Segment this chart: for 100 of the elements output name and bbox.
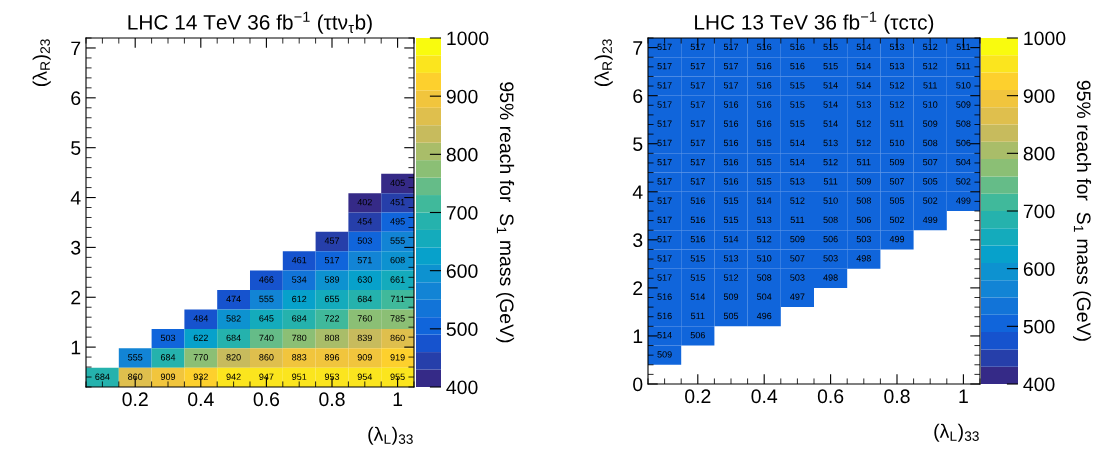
data-label: 504 bbox=[757, 293, 772, 300]
data-label: 516 bbox=[757, 43, 772, 51]
data-label: 512 bbox=[757, 235, 772, 243]
data-label: 839 bbox=[357, 334, 372, 342]
data-label: 515 bbox=[823, 43, 838, 51]
data-label: 503 bbox=[823, 255, 838, 262]
data-label: 474 bbox=[226, 295, 241, 303]
data-label: 951 bbox=[292, 373, 307, 380]
data-label: 684 bbox=[226, 334, 241, 342]
data-label: 510 bbox=[823, 197, 838, 204]
y-tick-label: 4 bbox=[70, 191, 81, 205]
data-label: 511 bbox=[923, 82, 937, 89]
data-label: 509 bbox=[723, 293, 739, 300]
data-label: 499 bbox=[922, 216, 938, 224]
data-label: 517 bbox=[690, 82, 705, 89]
data-label: 405 bbox=[390, 179, 405, 187]
data-label: 517 bbox=[657, 62, 672, 70]
data-label: 451 bbox=[390, 199, 405, 206]
data-label: 515 bbox=[757, 139, 772, 147]
data-label: 515 bbox=[757, 178, 772, 185]
data-label: 517 bbox=[690, 120, 705, 127]
data-label: 516 bbox=[657, 293, 672, 300]
data-label: 517 bbox=[657, 139, 672, 147]
data-label: 512 bbox=[856, 139, 871, 147]
data-label: 506 bbox=[690, 331, 705, 339]
data-label: 484 bbox=[193, 315, 209, 322]
y-tick-label: 4 bbox=[632, 185, 643, 199]
data-label: 515 bbox=[723, 216, 739, 224]
data-label: 515 bbox=[790, 82, 805, 89]
data-label: 508 bbox=[757, 274, 772, 281]
data-label: 515 bbox=[723, 197, 739, 204]
data-label: 860 bbox=[128, 373, 143, 380]
data-label: 457 bbox=[324, 237, 340, 244]
data-label: 517 bbox=[690, 43, 705, 51]
data-label: 511 bbox=[956, 43, 971, 51]
data-label: 515 bbox=[690, 255, 705, 262]
data-label: 508 bbox=[856, 197, 871, 204]
data-label: 517 bbox=[657, 82, 672, 89]
data-label: 504 bbox=[956, 158, 971, 166]
data-label: 516 bbox=[723, 101, 739, 108]
y-tick-label: 6 bbox=[633, 89, 643, 103]
data-label: 516 bbox=[690, 216, 705, 224]
data-label: 514 bbox=[723, 235, 739, 243]
data-label: 883 bbox=[292, 354, 307, 361]
data-label: 534 bbox=[292, 276, 307, 283]
data-label: 517 bbox=[690, 178, 705, 185]
data-label: 953 bbox=[324, 373, 340, 380]
y-tick-label: 6 bbox=[71, 91, 81, 106]
data-label: 512 bbox=[823, 158, 838, 166]
data-label: 506 bbox=[956, 139, 971, 147]
data-label: 630 bbox=[357, 276, 372, 283]
x-tick-label: 0.8 bbox=[884, 389, 910, 404]
data-label: 517 bbox=[657, 178, 672, 185]
data-label: 919 bbox=[390, 354, 405, 361]
data-label: 516 bbox=[690, 235, 705, 243]
data-label: 512 bbox=[923, 62, 938, 70]
data-label: 507 bbox=[790, 255, 805, 262]
data-label: 515 bbox=[790, 101, 805, 108]
data-label: 955 bbox=[390, 373, 405, 380]
data-label: 497 bbox=[790, 293, 805, 300]
data-label: 513 bbox=[757, 216, 772, 224]
data-label: 508 bbox=[823, 216, 838, 224]
data-label: 454 bbox=[357, 218, 373, 225]
data-label: 512 bbox=[856, 120, 871, 127]
data-label: 508 bbox=[956, 120, 971, 127]
data-label: 612 bbox=[292, 295, 307, 303]
y-tick-label: 5 bbox=[71, 141, 81, 155]
data-label: 947 bbox=[259, 373, 274, 380]
data-label: 661 bbox=[390, 276, 405, 283]
data-label: 555 bbox=[128, 354, 143, 361]
data-label: 509 bbox=[856, 178, 871, 185]
chart-title: LHC 14 TeV 36 fb$^{−1}$ (τtν$_{τ}$b) bbox=[128, 11, 372, 34]
color-bar-label: 1000 bbox=[447, 31, 489, 46]
data-label: 896 bbox=[324, 354, 340, 361]
data-label: 517 bbox=[657, 120, 672, 127]
data-label: 507 bbox=[923, 158, 938, 166]
data-label: 503 bbox=[856, 235, 871, 243]
data-label: 515 bbox=[690, 274, 705, 281]
data-label: 517 bbox=[657, 274, 672, 281]
data-label: 514 bbox=[690, 293, 706, 300]
color-bar-label: 1000 bbox=[1024, 31, 1066, 46]
data-label: 512 bbox=[790, 197, 805, 204]
data-label: 502 bbox=[956, 178, 971, 185]
color-bar-label: 700 bbox=[446, 205, 478, 220]
data-label: 514 bbox=[856, 43, 872, 51]
x-tick-label: 1 bbox=[393, 392, 403, 406]
data-label: 502 bbox=[889, 216, 905, 224]
y-tick-label: 1 bbox=[71, 340, 81, 355]
data-label: 932 bbox=[193, 373, 208, 380]
x-tick-label: 0.6 bbox=[817, 389, 844, 404]
data-label: 514 bbox=[790, 139, 805, 147]
data-label: 571 bbox=[357, 256, 372, 264]
y-tick-label: 1 bbox=[633, 329, 643, 343]
data-label: 760 bbox=[357, 315, 372, 322]
data-label: 780 bbox=[292, 334, 307, 342]
data-label: 513 bbox=[889, 62, 905, 70]
data-label: 684 bbox=[160, 354, 176, 361]
data-label: 555 bbox=[259, 295, 274, 303]
data-label: 513 bbox=[790, 178, 805, 185]
data-label: 402 bbox=[357, 198, 372, 206]
